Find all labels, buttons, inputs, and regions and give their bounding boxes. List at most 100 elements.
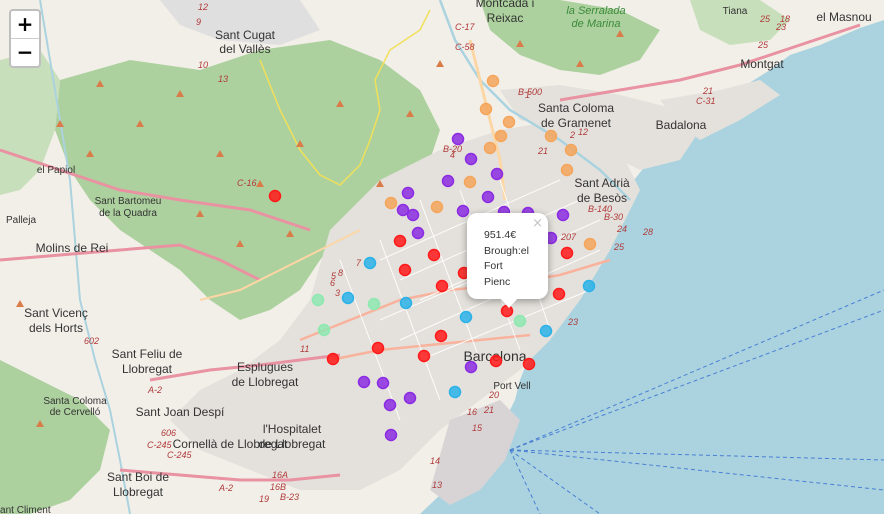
label-esplugues-1: Esplugues xyxy=(237,360,293,374)
price-marker[interactable] xyxy=(417,349,431,363)
road-number: C-245 xyxy=(167,450,193,460)
popup-tip xyxy=(500,298,518,308)
price-marker[interactable] xyxy=(384,428,398,442)
label-tiana: Tiana xyxy=(723,6,748,17)
price-marker[interactable] xyxy=(376,376,390,390)
road-a2 xyxy=(0,243,261,282)
road-number: 3 xyxy=(335,288,340,298)
price-marker[interactable] xyxy=(406,208,420,222)
price-marker[interactable] xyxy=(489,354,503,368)
price-marker[interactable] xyxy=(383,398,397,412)
price-marker[interactable] xyxy=(434,329,448,343)
road-number: 21 xyxy=(483,405,494,415)
popup-close-button[interactable]: × xyxy=(532,216,543,231)
price-marker[interactable] xyxy=(427,248,441,262)
road-c245 xyxy=(119,468,341,482)
price-marker[interactable] xyxy=(481,190,495,204)
price-marker[interactable] xyxy=(371,341,385,355)
label-santboi-2: Llobregat xyxy=(113,485,164,499)
price-marker[interactable] xyxy=(456,204,470,218)
serralada-park xyxy=(480,0,660,75)
road-number: 16 xyxy=(467,407,477,417)
road-number: 23 xyxy=(775,22,786,32)
marker-popup: × 951.4€ Brough:el Fort Pienc xyxy=(467,213,548,308)
label-molins: Molins de Rei xyxy=(36,241,109,255)
road-number: C-31 xyxy=(696,96,716,106)
label-santadria-1: Sant Adrià xyxy=(574,176,630,190)
label-santadria-2: de Besòs xyxy=(577,191,627,205)
price-marker[interactable] xyxy=(583,237,597,251)
price-marker[interactable] xyxy=(441,174,455,188)
label-santacoloma-2: de Gramenet xyxy=(541,116,612,130)
besos-river xyxy=(438,0,631,201)
road-number: A-2 xyxy=(218,483,233,493)
label-badalona: Badalona xyxy=(656,118,707,132)
label-santacoloma-1: Santa Coloma xyxy=(538,101,614,115)
price-marker[interactable] xyxy=(464,152,478,166)
price-marker[interactable] xyxy=(560,246,574,260)
price-marker[interactable] xyxy=(398,263,412,277)
price-marker[interactable] xyxy=(451,132,465,146)
price-marker[interactable] xyxy=(494,129,508,143)
peak-markers xyxy=(16,30,624,427)
forest-tiana xyxy=(690,0,790,45)
road-number: B-30 xyxy=(604,212,623,222)
price-marker[interactable] xyxy=(544,129,558,143)
price-marker[interactable] xyxy=(357,375,371,389)
price-marker[interactable] xyxy=(522,357,536,371)
road-a2-south xyxy=(149,353,341,382)
price-marker[interactable] xyxy=(502,115,516,129)
price-marker[interactable] xyxy=(539,324,553,338)
price-marker[interactable] xyxy=(582,279,596,293)
price-marker[interactable] xyxy=(311,293,325,307)
price-marker[interactable] xyxy=(463,175,477,189)
price-marker[interactable] xyxy=(435,279,449,293)
price-marker[interactable] xyxy=(479,102,493,116)
price-marker[interactable] xyxy=(393,234,407,248)
price-marker[interactable] xyxy=(564,143,578,157)
road-c16 xyxy=(0,148,311,232)
zoom-out-button[interactable]: − xyxy=(16,40,34,64)
label-esplugues-2: de Llobregat xyxy=(232,375,299,389)
price-marker[interactable] xyxy=(490,167,504,181)
label-masnou: el Masnou xyxy=(816,10,871,24)
price-marker[interactable] xyxy=(486,74,500,88)
price-marker[interactable] xyxy=(556,208,570,222)
price-marker[interactable] xyxy=(363,256,377,270)
price-marker[interactable] xyxy=(384,196,398,210)
label-reixac: Reixac xyxy=(487,11,524,25)
price-marker[interactable] xyxy=(268,189,282,203)
forest-west xyxy=(0,50,60,195)
ferry-lines xyxy=(509,289,884,514)
price-marker[interactable] xyxy=(560,163,574,177)
price-marker[interactable] xyxy=(513,314,527,328)
price-marker[interactable] xyxy=(483,141,497,155)
price-marker[interactable] xyxy=(411,226,425,240)
road-number: C-17 xyxy=(455,22,476,32)
price-marker[interactable] xyxy=(464,360,478,374)
price-marker[interactable] xyxy=(430,200,444,214)
label-santfeliu-2: Llobregat xyxy=(122,362,173,376)
port-area xyxy=(430,400,520,505)
price-marker[interactable] xyxy=(399,296,413,310)
price-marker[interactable] xyxy=(448,385,462,399)
label-portvell: Port Vell xyxy=(493,381,530,392)
price-marker[interactable] xyxy=(403,391,417,405)
road-granvia xyxy=(329,333,531,362)
zoom-in-button[interactable]: + xyxy=(11,11,39,39)
price-marker[interactable] xyxy=(367,297,381,311)
popup-neighbourhood-line-3: Pienc xyxy=(484,275,511,288)
road-number: C-16 xyxy=(237,178,257,188)
price-marker[interactable] xyxy=(341,291,355,305)
price-marker[interactable] xyxy=(552,287,566,301)
price-marker[interactable] xyxy=(317,323,331,337)
road-number: 7 xyxy=(356,258,362,268)
price-marker[interactable] xyxy=(459,310,473,324)
sea xyxy=(420,20,884,514)
price-marker[interactable] xyxy=(326,352,340,366)
marker-layer[interactable] xyxy=(268,74,597,442)
price-marker[interactable] xyxy=(396,203,410,217)
price-marker[interactable] xyxy=(401,186,415,200)
